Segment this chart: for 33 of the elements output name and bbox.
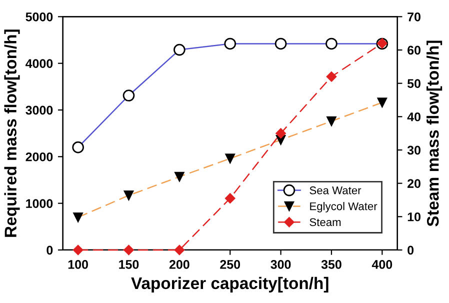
x-tick-label: 150	[119, 260, 139, 269]
y-tick-label: 4000	[26, 59, 53, 68]
y-tick-label: 5000	[26, 12, 53, 22]
point	[174, 244, 185, 256]
legend-label: Eglycol Water	[310, 202, 378, 212]
point	[225, 193, 236, 204]
point	[326, 72, 337, 82]
y-axis-title: Required mass flow[ton/h]	[4, 30, 20, 237]
x-tick-label: 300	[270, 260, 291, 269]
x-tick-label: 250	[220, 260, 240, 269]
y2-tick-label: 10	[408, 212, 420, 222]
x-tick-label: 400	[372, 260, 392, 269]
x-tick-label: 200	[169, 260, 190, 269]
legend-label: Sea Water	[310, 186, 362, 194]
x-tick-label: 350	[321, 260, 342, 269]
y2-tick-label: 40	[407, 112, 420, 122]
y-tick-label: 1000	[26, 199, 53, 208]
x-tick-label: 100	[68, 260, 88, 269]
point	[124, 244, 134, 256]
y2-tick-label: 60	[408, 46, 420, 55]
x-axis-title: Vaporizer capacity[ton/h]	[131, 276, 328, 292]
y2-tick-label: 30	[407, 146, 420, 155]
y-tick-label: 3000	[26, 106, 53, 115]
legend-label: Steam	[310, 218, 341, 226]
y-tick-label: 0	[46, 246, 53, 255]
y2-axis-title: Steam mass flow[ton/h]	[426, 40, 442, 226]
point	[276, 128, 286, 138]
y2-tick-label: 20	[408, 179, 420, 188]
y2-tick-label: 70	[408, 12, 420, 22]
point	[72, 244, 84, 256]
y2-tick-label: 50	[407, 79, 420, 88]
y-tick-label: 2000	[26, 152, 53, 162]
y2-tick-label: 0	[408, 246, 414, 255]
